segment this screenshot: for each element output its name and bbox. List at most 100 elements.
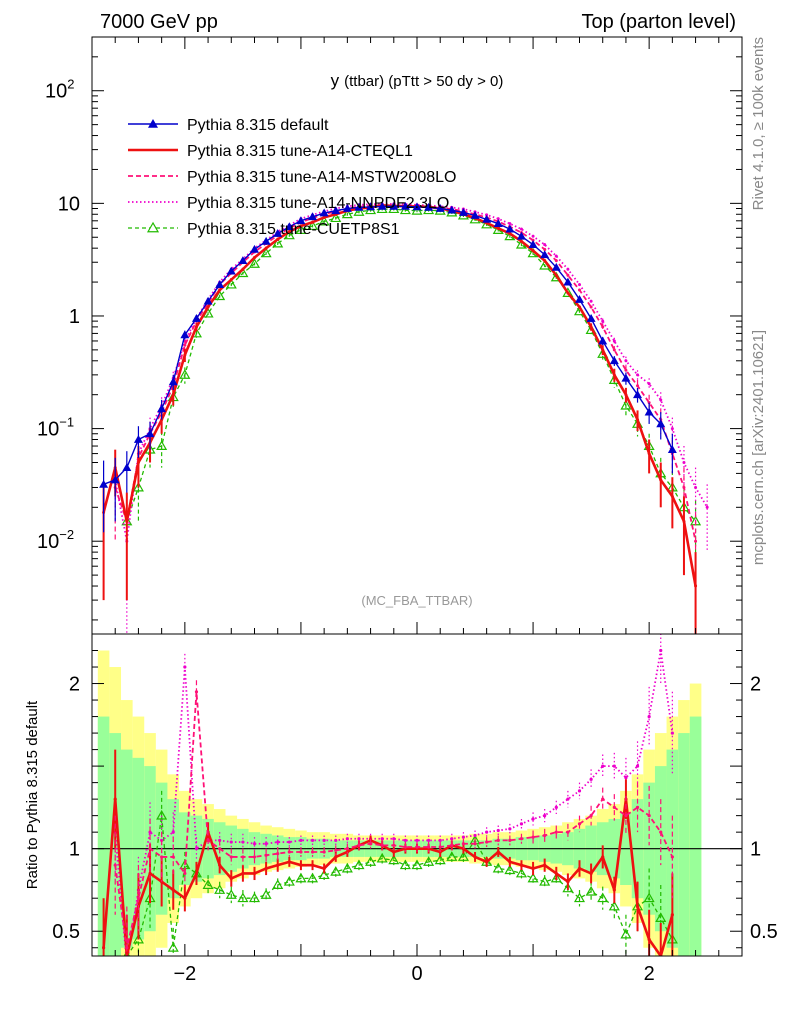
ratio-point (562, 882, 574, 893)
legend-item-2: Pythia 8.315 tune-A14-MSTW2008LO (128, 169, 456, 186)
series-2 (113, 203, 698, 620)
data-point (248, 258, 261, 268)
chart-title-sub: (ttbar) (pTtt > 50 dy > 0) (344, 73, 503, 90)
ratio-point (123, 950, 131, 956)
chart-title-main: y (331, 71, 340, 90)
ratio-line (126, 815, 673, 956)
x-tick-label: 2 (644, 963, 655, 985)
legend-marker (148, 119, 158, 128)
mcplots-label: mcplots.cern.ch [arXiv:2401.10621] (750, 330, 767, 565)
ratio-point (380, 843, 384, 847)
ratio-point (655, 912, 667, 922)
series-line (114, 202, 708, 542)
main-y-tick-label: 10 (58, 193, 80, 215)
ratio-point (295, 872, 307, 883)
ratio-point (635, 764, 640, 768)
ratio-line (102, 798, 674, 956)
data-point (132, 481, 144, 492)
legend-label: Pythia 8.315 default (187, 117, 329, 134)
data-point (183, 343, 187, 347)
series-4 (121, 203, 702, 601)
x-axis-ticks: −2 0 2 (91, 37, 743, 985)
ratio-point (330, 866, 342, 876)
chart-title: y (ttbar) (pTtt > 50 dy > 0) (331, 71, 504, 90)
ratio-point (620, 928, 632, 939)
ratio-axis-ticks: 2 2 1 1 0.5 0.5 (52, 650, 778, 949)
series-1 (102, 203, 698, 634)
ratio-point (531, 835, 535, 839)
data-point (705, 505, 709, 509)
series-3 (113, 202, 709, 634)
main-axis-ticks: 102 10 1 10−1 10−2 (37, 36, 742, 621)
legend-label: Pythia 8.315 tune-A14-MSTW2008LO (187, 169, 456, 186)
ratio-point (415, 838, 419, 843)
ratio-point (202, 879, 214, 889)
data-point (307, 220, 319, 230)
ratio-point (585, 885, 597, 896)
ratio-point (229, 855, 233, 859)
legend-item-3: Pythia 8.315 tune-A14-NNPDF2.3LO (128, 195, 449, 212)
legend-item-1: Pythia 8.315 tune-A14-CTEQL1 (128, 143, 413, 160)
ratio-point (287, 840, 291, 844)
legend-item-4: Pythia 8.315 tune-CUETP8S1 (128, 221, 400, 238)
ratio-point (148, 830, 152, 834)
watermark: (MC_FBA_TTBAR) (361, 593, 472, 608)
ratio-point (125, 963, 128, 966)
ratio-series-1 (113, 680, 674, 956)
ratio-y-tick-label-left: 0.5 (52, 921, 80, 943)
legend-label: Pythia 8.315 tune-A14-NNPDF2.3LO (187, 195, 449, 212)
ratio-y-tick-label-right: 0.5 (750, 921, 778, 943)
data-point (318, 215, 330, 226)
data-point (612, 348, 616, 352)
ratio-point (550, 872, 562, 883)
ratio-y-tick-label-left: 2 (69, 674, 80, 696)
ratio-point (341, 862, 353, 873)
ratio-y-tick-label-right: 1 (750, 839, 761, 861)
rivet-label: Rivet 4.1.0, ≥ 100k events (750, 37, 767, 210)
ratio-point (252, 855, 257, 859)
ratio-point (423, 856, 435, 866)
ratio-point (643, 892, 655, 903)
ratio-series-0 (102, 749, 674, 956)
data-point (272, 237, 284, 248)
data-point (566, 273, 570, 277)
main-y-tick-label: 1 (69, 306, 80, 328)
main-panel: 102 10 1 10−1 10−2 y (ttbar) (pTtt > 50 dy > … (37, 36, 743, 635)
ratio-y-tick-label-right: 2 (750, 674, 761, 696)
data-point (156, 440, 168, 451)
ratio-data-marks (102, 634, 678, 966)
ratio-point (589, 814, 593, 818)
main-y-tick-label: 102 (45, 77, 74, 103)
ratio-point (388, 854, 400, 865)
ratio-point (260, 889, 272, 899)
header-right: Top (parton level) (581, 11, 736, 33)
data-point (562, 287, 574, 297)
ratio-point (515, 867, 527, 878)
series-line (102, 204, 697, 587)
legend-marker (146, 221, 160, 233)
ratio-point (403, 845, 407, 849)
data-point (620, 399, 632, 410)
data-point (225, 278, 237, 289)
data-point (260, 247, 272, 258)
ratio-point (136, 896, 141, 900)
ratio-band-green (97, 716, 110, 956)
x-tick-label: −2 (173, 963, 196, 985)
ratio-line (114, 691, 674, 948)
ratio-panel: 2 2 1 1 0.5 0.5 Ratio to Pythia 8.315 default (24, 633, 778, 966)
ratio-point (554, 830, 558, 834)
ratio-band-green (678, 733, 690, 956)
legend-label: Pythia 8.315 tune-A14-CTEQL1 (187, 143, 413, 160)
data-point (179, 369, 191, 379)
ratio-point (214, 884, 226, 894)
ratio-point (276, 840, 280, 844)
ratio-point (167, 942, 179, 952)
series-line (114, 204, 697, 542)
data-point (353, 206, 365, 216)
series-0 (99, 201, 677, 533)
ratio-point (403, 838, 407, 843)
series-line (126, 208, 697, 522)
main-y-tick-label: 10−2 (37, 527, 74, 553)
ratio-point (194, 847, 199, 851)
